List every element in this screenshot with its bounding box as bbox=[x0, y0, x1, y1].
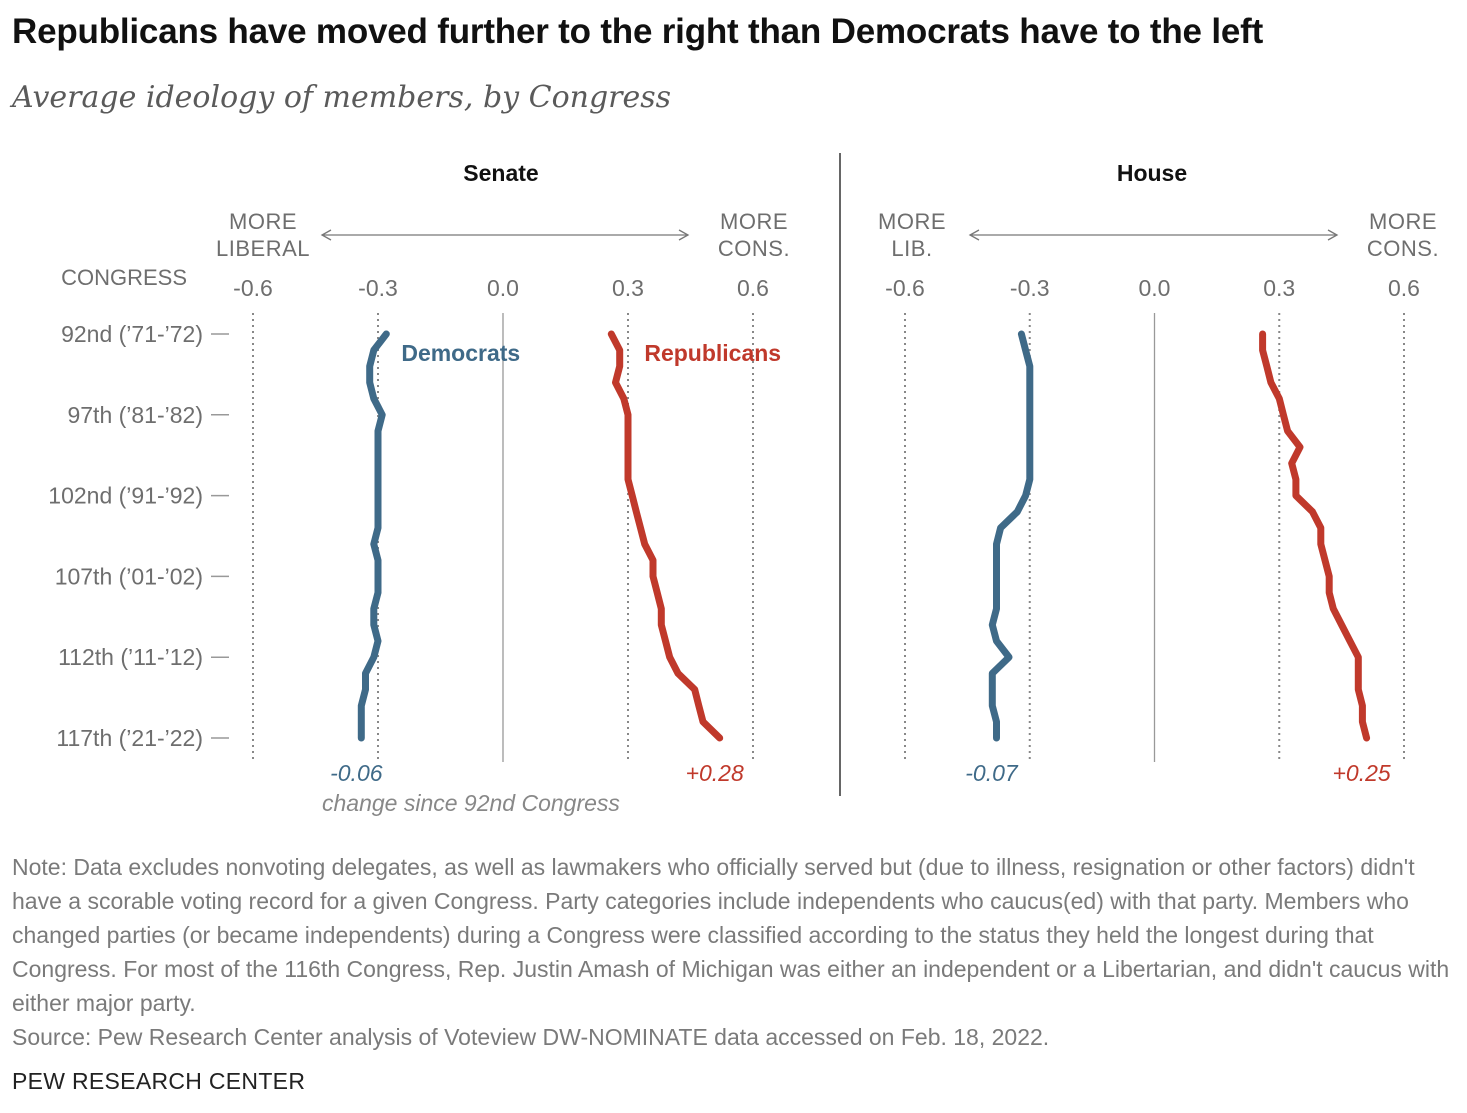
direction-arrow-left-head bbox=[968, 229, 980, 241]
x-tick-label: 0.0 bbox=[1139, 275, 1171, 301]
change-label: +0.28 bbox=[686, 760, 744, 786]
axis-direction-left-label: MORE bbox=[878, 209, 946, 234]
congress-tick-label: 107th (’01-’02) bbox=[55, 563, 203, 589]
axis-direction-left-label: LIBERAL bbox=[216, 236, 310, 261]
axis-direction-left-label: MORE bbox=[229, 209, 297, 234]
series-line-democrats bbox=[357, 330, 390, 742]
axis-direction-right-label: MORE bbox=[720, 209, 788, 234]
x-tick-label: -0.3 bbox=[1010, 275, 1050, 301]
x-tick-label: 0.3 bbox=[612, 275, 644, 301]
congress-tick-label: 112th (’11-’12) bbox=[58, 644, 203, 670]
axis-direction-right-label: MORE bbox=[1369, 209, 1437, 234]
x-tick-label: -0.6 bbox=[885, 275, 925, 301]
congress-tick-label: 117th (’21-’22) bbox=[56, 725, 203, 751]
change-caption: change since 92nd Congress bbox=[322, 790, 620, 816]
congress-tick-label: 92nd (’71-’72) bbox=[61, 321, 203, 347]
change-label: -0.06 bbox=[330, 760, 383, 786]
ideology-chart: CONGRESS 92nd (’71-’72) 97th (’81-’82) 102n… bbox=[48, 153, 1439, 816]
series-line-republicans bbox=[1259, 330, 1371, 742]
x-tick-label: 0.6 bbox=[737, 275, 769, 301]
chart-subtitle: Average ideology of members, by Congress bbox=[12, 80, 672, 115]
series-line-republicans bbox=[607, 330, 724, 742]
series-line-democrats bbox=[988, 330, 1034, 742]
axis-direction-left-label: LIB. bbox=[891, 236, 932, 261]
source-text: Source: Pew Research Center analysis of … bbox=[12, 1024, 1050, 1050]
pew-footer: PEW RESEARCH CENTER bbox=[12, 1068, 306, 1094]
change-label: +0.25 bbox=[1332, 760, 1390, 786]
axis-direction-right-label: CONS. bbox=[718, 236, 790, 261]
x-tick-label: 0.0 bbox=[487, 275, 519, 301]
chart-title: Republicans have moved further to the ri… bbox=[12, 12, 1264, 51]
change-label: -0.07 bbox=[965, 760, 1019, 786]
direction-arrow-right-head bbox=[678, 229, 690, 241]
x-tick-label: -0.6 bbox=[233, 275, 273, 301]
series-label-democrats: Democrats bbox=[401, 340, 520, 366]
series-label-republicans: Republicans bbox=[644, 340, 781, 366]
direction-arrow-right-head bbox=[1327, 229, 1339, 241]
chart-note: Note: Data excludes nonvoting delegates,… bbox=[12, 850, 1452, 1054]
congress-tick-label: 97th (’81-’82) bbox=[67, 402, 203, 428]
x-tick-label: -0.3 bbox=[358, 275, 398, 301]
congress-axis-header: CONGRESS bbox=[61, 265, 187, 290]
note-text: Note: Data excludes nonvoting delegates,… bbox=[12, 854, 1450, 1016]
x-tick-label: 0.6 bbox=[1388, 275, 1420, 301]
panel-title: House bbox=[1117, 160, 1187, 186]
x-tick-label: 0.3 bbox=[1263, 275, 1295, 301]
panel-title: Senate bbox=[463, 160, 538, 186]
axis-direction-right-label: CONS. bbox=[1367, 236, 1439, 261]
congress-tick-label: 102nd (’91-’92) bbox=[48, 483, 203, 509]
direction-arrow-left-head bbox=[320, 229, 332, 241]
